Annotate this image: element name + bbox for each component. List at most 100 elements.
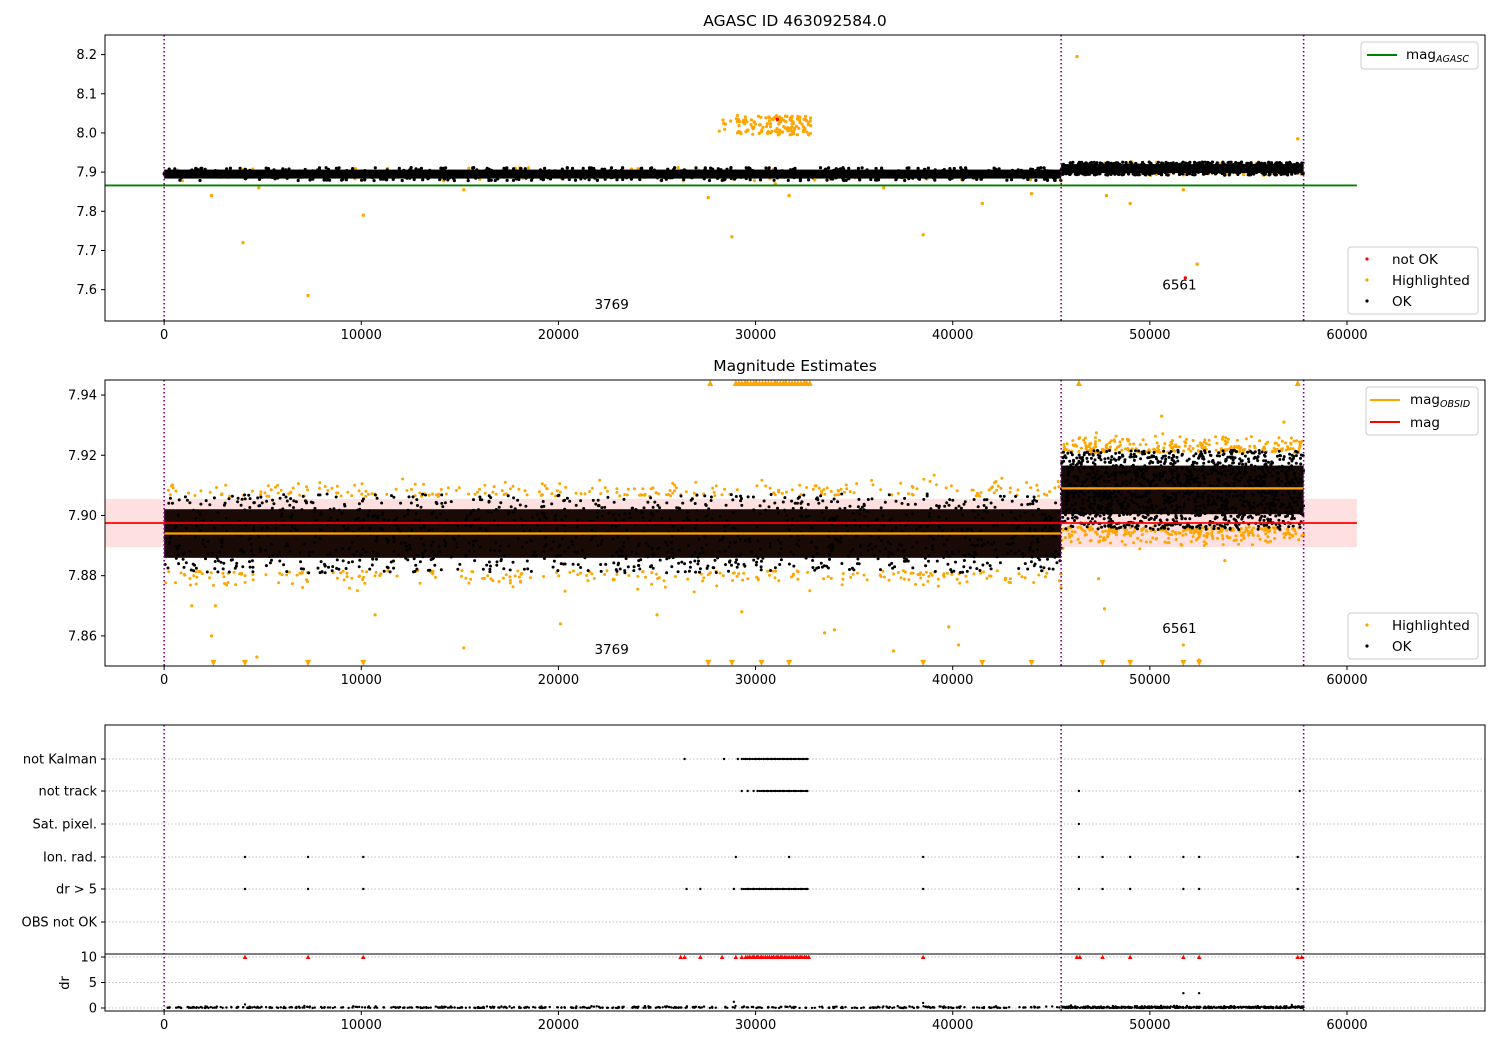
data-point-highlighted <box>1094 530 1098 534</box>
data-point-ok <box>821 499 825 503</box>
data-point-ok <box>994 548 998 552</box>
data-point-ok <box>969 172 973 176</box>
data-point-ok <box>1292 170 1297 174</box>
data-point-ok <box>740 503 744 507</box>
data-point-ok <box>971 176 976 180</box>
data-point-ok <box>768 545 772 549</box>
data-point-ok <box>347 175 351 179</box>
data-point-ok <box>530 516 534 520</box>
data-point-ok <box>1087 516 1090 520</box>
data-point-ok <box>690 497 694 501</box>
data-point-ok <box>870 497 874 501</box>
data-point-ok <box>881 514 885 518</box>
data-point-highlighted <box>732 571 736 575</box>
data-point-ok <box>968 566 972 570</box>
data-point-highlighted <box>517 487 521 491</box>
data-point-highlighted <box>1295 439 1299 443</box>
data-point-highlighted <box>418 491 422 495</box>
data-point-ok <box>243 508 247 512</box>
data-point-ok <box>788 168 793 172</box>
data-point-highlighted <box>576 573 580 577</box>
panel2-title: Magnitude Estimates <box>713 357 877 375</box>
data-point-highlighted <box>794 124 799 128</box>
data-point-ok <box>681 501 685 505</box>
data-point-ok <box>679 494 683 498</box>
data-point-ok <box>323 571 327 575</box>
data-point-ok <box>1110 498 1114 502</box>
data-point-ok <box>356 508 360 512</box>
data-point-ok <box>552 171 556 175</box>
data-point-ok <box>922 497 926 501</box>
data-point-ok <box>390 494 393 498</box>
data-point-highlighted <box>791 121 795 126</box>
data-point-ok <box>288 549 292 553</box>
data-point-highlighted <box>1076 537 1080 541</box>
data-point-ok <box>1102 517 1106 521</box>
data-point-ok <box>363 177 367 181</box>
data-point-ok <box>250 549 254 553</box>
data-point-ok <box>519 166 523 171</box>
data-point-ok <box>907 177 911 181</box>
data-point-highlighted <box>987 488 991 492</box>
data-point-ok <box>1258 162 1262 166</box>
data-point-ok <box>603 505 607 509</box>
data-point-ok <box>504 167 509 171</box>
data-point-ok <box>416 504 419 507</box>
data-point-ok <box>968 538 972 542</box>
data-point-ok <box>1185 167 1189 171</box>
data-point-highlighted <box>787 193 791 198</box>
data-point-ok <box>496 177 500 181</box>
data-point-highlighted <box>232 570 236 574</box>
data-point-ok <box>890 552 894 556</box>
data-point-highlighted <box>1078 541 1082 545</box>
data-point-ok <box>696 562 700 566</box>
data-point-ok <box>764 166 768 170</box>
y-tick-label: 7.7 <box>76 244 97 259</box>
data-point-ok <box>811 555 815 559</box>
data-point-ok <box>965 569 969 573</box>
data-point-highlighted <box>1168 443 1172 447</box>
data-point-ok <box>866 509 869 513</box>
data-point-ok <box>506 494 510 498</box>
data-point-ok <box>1187 482 1191 486</box>
data-point-ok <box>1170 504 1174 508</box>
data-point-highlighted <box>1273 537 1277 540</box>
data-point-ok <box>800 506 804 510</box>
legend-ok-marker <box>1365 299 1369 303</box>
data-point-ok <box>649 512 653 516</box>
data-point-highlighted <box>1204 542 1208 546</box>
data-point-highlighted <box>1108 441 1112 445</box>
data-point-ok <box>595 174 599 178</box>
data-point-ok <box>1047 567 1051 571</box>
data-point-highlighted <box>350 576 354 580</box>
data-point-ok <box>1125 483 1128 487</box>
data-point-ok <box>1260 514 1264 518</box>
data-point-ok <box>960 528 964 531</box>
data-point-highlighted <box>1223 439 1227 443</box>
data-point-ok <box>618 567 622 571</box>
data-point-highlighted <box>1000 476 1004 480</box>
data-point-ok <box>628 516 632 520</box>
data-point-ok <box>612 561 616 565</box>
data-point-highlighted <box>1016 488 1020 492</box>
data-point-ok <box>1028 173 1032 177</box>
data-point-ok <box>277 551 281 555</box>
data-point-ok <box>594 502 598 506</box>
data-point-ok <box>375 557 378 561</box>
data-point-ok <box>173 526 177 530</box>
data-point-ok <box>199 502 203 506</box>
data-point-highlighted <box>289 490 293 494</box>
data-point-highlighted <box>1136 536 1140 540</box>
data-point-ok <box>213 526 216 530</box>
data-point-ok <box>329 516 333 520</box>
data-point-ok <box>683 570 687 574</box>
data-point-highlighted <box>1258 537 1262 541</box>
data-point-ok <box>894 499 898 503</box>
data-point-highlighted <box>251 573 255 577</box>
data-point-ok <box>560 518 564 521</box>
data-point-ok <box>849 550 853 554</box>
data-point-ok <box>314 534 317 538</box>
data-point-highlighted <box>970 488 974 492</box>
data-point-ok <box>302 567 305 571</box>
data-point-ok <box>431 540 435 544</box>
